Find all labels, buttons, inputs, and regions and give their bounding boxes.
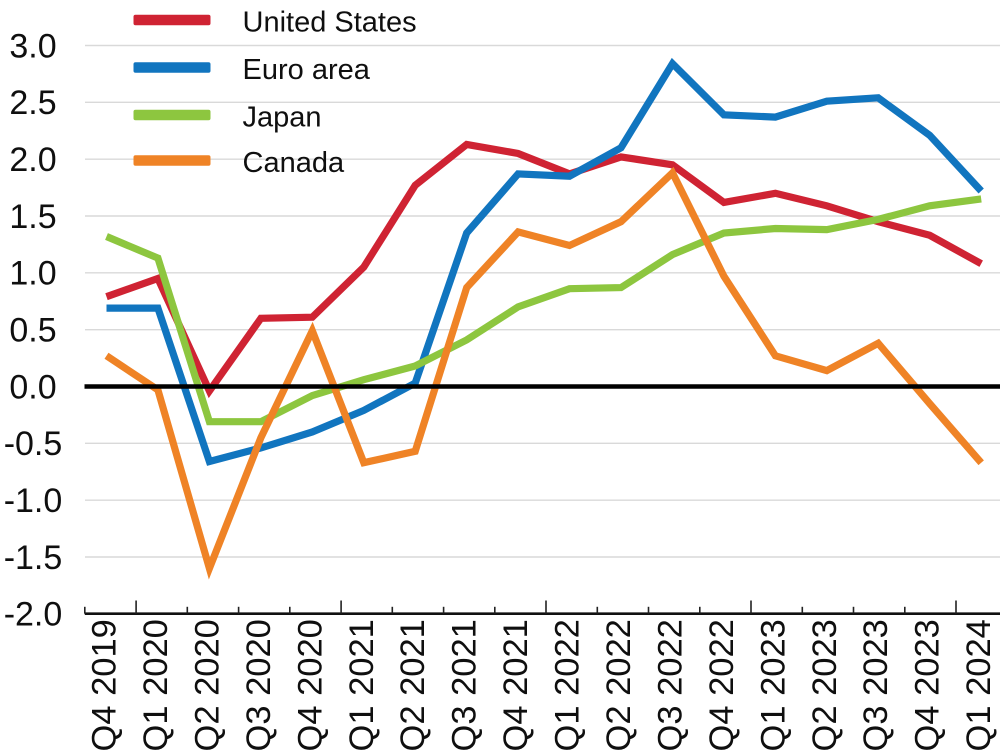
- svg-text:Q3 2022: Q3 2022: [652, 619, 690, 751]
- svg-text:-0.5: -0.5: [4, 425, 63, 463]
- svg-text:Q1 2020: Q1 2020: [137, 619, 175, 751]
- svg-text:-2.0: -2.0: [4, 596, 63, 634]
- svg-text:Q3 2021: Q3 2021: [446, 619, 484, 751]
- svg-text:Q4 2019: Q4 2019: [86, 619, 124, 751]
- svg-text:3.0: 3.0: [9, 27, 56, 65]
- svg-text:United States: United States: [243, 6, 417, 38]
- svg-text:Q3 2023: Q3 2023: [857, 619, 895, 751]
- svg-text:-1.0: -1.0: [4, 482, 63, 520]
- svg-text:Q3 2020: Q3 2020: [240, 619, 278, 751]
- svg-text:0.5: 0.5: [9, 312, 56, 350]
- svg-text:Q1 2023: Q1 2023: [754, 619, 792, 751]
- svg-text:0.0: 0.0: [9, 368, 56, 406]
- svg-text:Q2 2022: Q2 2022: [600, 619, 638, 751]
- svg-text:Euro area: Euro area: [243, 54, 371, 86]
- svg-text:Q1 2024: Q1 2024: [960, 619, 998, 751]
- svg-text:2.5: 2.5: [9, 84, 56, 122]
- svg-text:Canada: Canada: [243, 147, 345, 179]
- svg-text:Q4 2022: Q4 2022: [703, 619, 741, 751]
- svg-text:Q2 2023: Q2 2023: [806, 619, 844, 751]
- svg-text:2.0: 2.0: [9, 141, 56, 179]
- svg-text:1.5: 1.5: [9, 198, 56, 236]
- svg-text:Q2 2020: Q2 2020: [188, 619, 226, 751]
- svg-text:Q1 2022: Q1 2022: [549, 619, 587, 751]
- svg-text:Q2 2021: Q2 2021: [394, 619, 432, 751]
- svg-text:-1.5: -1.5: [4, 539, 63, 577]
- svg-text:Q1 2021: Q1 2021: [343, 619, 381, 751]
- svg-text:1.0: 1.0: [9, 255, 56, 293]
- svg-text:Q4 2020: Q4 2020: [291, 619, 329, 751]
- svg-text:Q4 2021: Q4 2021: [497, 619, 535, 751]
- svg-text:Q4 2023: Q4 2023: [909, 619, 947, 751]
- svg-text:Japan: Japan: [243, 101, 322, 133]
